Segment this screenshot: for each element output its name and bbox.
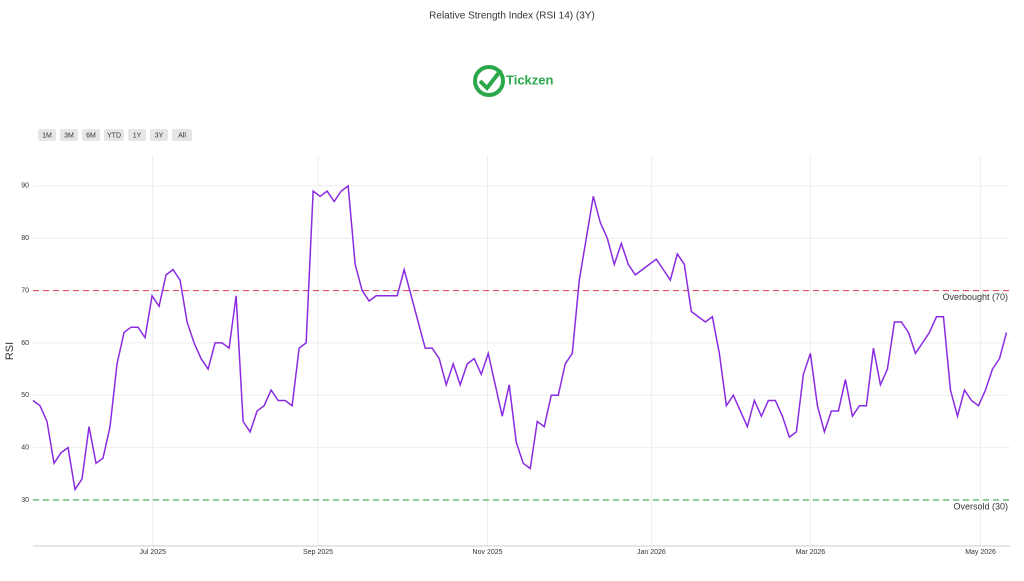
- range-button[interactable]: 1Y: [128, 129, 146, 141]
- range-button-label: YTD: [107, 132, 121, 139]
- logo: Tickzen: [473, 65, 554, 97]
- reference-label: Oversold (30): [953, 501, 1008, 511]
- y-tick-label: 50: [21, 392, 29, 399]
- range-button-bg: [82, 129, 100, 141]
- x-tick-label: Jul 2025: [140, 549, 167, 556]
- range-button[interactable]: 1M: [38, 129, 56, 141]
- range-button-label: 1Y: [133, 132, 142, 139]
- range-button-label: 3M: [64, 132, 74, 139]
- range-button[interactable]: 6M: [82, 129, 100, 141]
- y-tick-label: 70: [21, 287, 29, 294]
- range-button-label: 6M: [86, 132, 96, 139]
- x-tick-label: May 2026: [965, 549, 996, 556]
- rsi-line: [32, 184, 1008, 492]
- range-button-bg: [128, 129, 146, 141]
- x-tick-label: Jan 2026: [637, 549, 666, 556]
- range-button-bg: [104, 129, 124, 141]
- y-tick-label: 60: [21, 340, 29, 347]
- logo-text: Tickzen: [506, 72, 554, 87]
- logo-icon: [473, 65, 505, 97]
- range-button[interactable]: YTD: [104, 129, 124, 141]
- chart-title: Relative Strength Index (RSI 14) (3Y): [429, 11, 595, 22]
- y-tick-label: 40: [21, 444, 29, 451]
- range-button[interactable]: 3M: [60, 129, 78, 141]
- x-tick-label: Sep 2025: [303, 549, 333, 556]
- reference-label: Overbought (70): [942, 292, 1008, 302]
- range-button-bg: [38, 129, 56, 141]
- y-axis-label: RSI: [4, 342, 16, 360]
- x-tick-label: Nov 2025: [473, 549, 503, 556]
- range-button[interactable]: All: [172, 129, 192, 141]
- x-tick-label: Mar 2026: [796, 549, 826, 556]
- range-button-bg: [172, 129, 192, 141]
- range-button-label: 3Y: [155, 132, 164, 139]
- y-tick-label: 30: [21, 497, 29, 504]
- y-tick-label: 80: [21, 235, 29, 242]
- y-tick-label: 90: [21, 183, 29, 190]
- range-button-label: 1M: [42, 132, 52, 139]
- range-button[interactable]: 3Y: [150, 129, 168, 141]
- range-button-label: All: [178, 132, 186, 139]
- range-button-bg: [150, 129, 168, 141]
- range-button-bg: [60, 129, 78, 141]
- logo-check: [478, 68, 503, 92]
